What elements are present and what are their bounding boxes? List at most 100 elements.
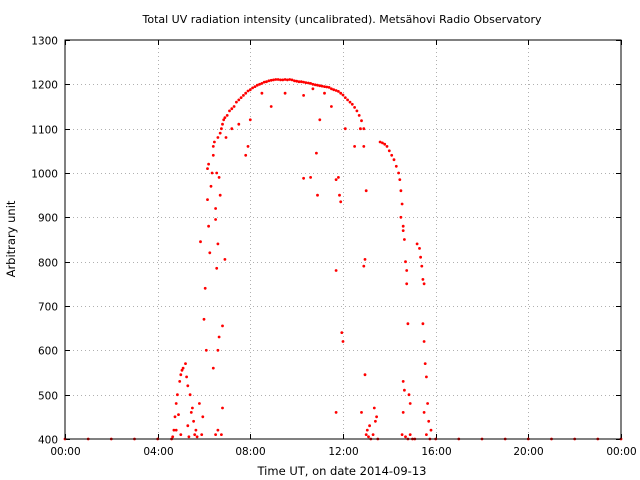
data-point [202, 317, 206, 321]
data-point [293, 79, 296, 83]
data-point [216, 242, 220, 246]
data-point [374, 419, 377, 423]
data-point [340, 331, 344, 334]
data-point [355, 109, 359, 113]
y-tick-label: 1000 [31, 169, 58, 181]
y-tick-label: 1100 [31, 125, 58, 137]
data-point [330, 87, 333, 91]
x-tick-label: 00:00 [606, 446, 636, 458]
data-point [372, 406, 376, 410]
data-point [401, 411, 405, 414]
data-point [400, 433, 404, 436]
data-point [399, 215, 403, 219]
data-point [415, 242, 419, 246]
data-point [194, 428, 198, 432]
data-point [339, 200, 343, 204]
data-point [281, 78, 285, 82]
data-point [246, 89, 250, 93]
data-point [362, 127, 366, 131]
data-point [334, 89, 338, 92]
x-axis-label: Time UT, on date 2014-09-13 [257, 464, 427, 478]
data-point [230, 107, 234, 111]
data-point [398, 178, 402, 182]
data-point [260, 91, 264, 95]
data-point [223, 116, 227, 119]
data-point [244, 91, 248, 95]
data-point [375, 415, 378, 419]
data-point [408, 433, 412, 436]
data-point [327, 86, 331, 89]
data-point [407, 393, 411, 397]
data-point [171, 435, 175, 439]
data-point [258, 82, 261, 86]
x-tick-label: 00:00 [50, 446, 80, 458]
data-point [343, 127, 347, 131]
data-point [203, 286, 207, 290]
chart-title: Total UV radiation intensity (uncalibrat… [142, 13, 542, 26]
data-point [208, 251, 212, 255]
data-point [403, 388, 406, 392]
data-point [420, 264, 424, 268]
y-axis-label: Arbitrary unit [4, 200, 18, 277]
data-point [334, 178, 338, 182]
data-point [313, 83, 317, 87]
data-point [378, 140, 382, 144]
data-point [260, 82, 264, 85]
data-point [422, 411, 426, 414]
data-point [387, 149, 391, 153]
data-point [211, 145, 215, 148]
data-point [216, 348, 220, 352]
data-point [180, 368, 184, 372]
data-point [309, 82, 312, 85]
y-tick-label: 400 [38, 435, 58, 447]
data-point [206, 167, 209, 171]
data-point [173, 415, 177, 419]
data-point [323, 85, 326, 88]
data-point [341, 93, 345, 97]
data-point [211, 153, 215, 157]
data-point [200, 433, 204, 436]
data-point [213, 140, 216, 144]
data-point [339, 91, 343, 95]
data-point [311, 87, 315, 91]
data-point [341, 340, 345, 343]
data-point [211, 366, 215, 370]
data-point [185, 375, 189, 379]
data-point [246, 145, 250, 148]
data-point [350, 102, 354, 106]
data-point [405, 269, 409, 272]
data-point [365, 428, 369, 432]
data-point [186, 424, 190, 428]
data-point [214, 433, 218, 436]
data-point [311, 82, 315, 86]
data-point [385, 145, 389, 148]
data-point [269, 78, 273, 82]
data-point [201, 415, 205, 419]
data-point [368, 424, 371, 428]
data-point [179, 373, 183, 377]
data-point [364, 189, 368, 193]
data-point [299, 80, 303, 84]
data-point [217, 335, 221, 339]
data-point [248, 118, 252, 122]
data-point [421, 278, 425, 281]
data-point [207, 224, 211, 228]
data-point [297, 80, 301, 84]
data-point [178, 380, 182, 383]
data-point [421, 322, 425, 326]
data-point [191, 406, 194, 410]
data-point [397, 171, 400, 175]
data-point [346, 98, 349, 102]
data-point [204, 348, 208, 352]
data-point [401, 229, 405, 233]
data-point [286, 78, 289, 82]
y-tick-label: 800 [38, 258, 58, 270]
data-point [251, 86, 255, 90]
data-point [172, 428, 176, 432]
y-tick-label: 1300 [31, 36, 58, 48]
data-point [283, 78, 287, 81]
data-point [274, 78, 278, 81]
data-point [177, 413, 180, 416]
data-point [306, 81, 310, 85]
data-point [267, 79, 271, 83]
